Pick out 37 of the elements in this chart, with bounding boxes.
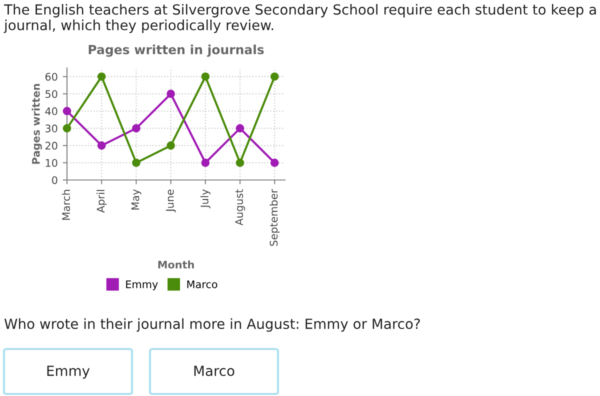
text: Who wrote in their journal more in August: Emmy or Marco? bbox=[4, 318, 420, 332]
point bbox=[270, 72, 279, 81]
y-tick-label: 10 bbox=[46, 158, 58, 167]
point bbox=[201, 72, 210, 81]
chart-title: Pages written in journals bbox=[88, 44, 264, 57]
y-tick-label: 40 bbox=[45, 107, 58, 116]
point bbox=[62, 106, 72, 116]
x-axis-title: Month bbox=[158, 260, 194, 269]
y-axis-title: Pages written bbox=[32, 84, 42, 164]
x-tick-label: April bbox=[96, 190, 107, 213]
point bbox=[236, 158, 244, 167]
y-tick-label: 20 bbox=[45, 142, 58, 150]
x-tick-label: March bbox=[62, 190, 70, 220]
legend-label: Emmy bbox=[126, 280, 158, 290]
point bbox=[166, 141, 175, 150]
point bbox=[132, 158, 140, 167]
x-tick-label: May bbox=[131, 189, 142, 210]
y-tick-label: 0 bbox=[52, 176, 58, 184]
y-tick-label: 30 bbox=[46, 124, 58, 132]
point bbox=[236, 124, 244, 132]
y-tick-label: 50 bbox=[46, 90, 58, 98]
point bbox=[97, 72, 106, 81]
x-tick-label: June bbox=[166, 190, 176, 212]
x-tick-label: September bbox=[270, 189, 280, 246]
legend-label: Marco bbox=[187, 280, 218, 288]
text: Emmy bbox=[47, 366, 90, 379]
point bbox=[270, 158, 279, 167]
y-tick-label: 60 bbox=[45, 72, 58, 81]
point bbox=[132, 124, 140, 132]
x-tick-label: July bbox=[200, 189, 210, 208]
text: Marco bbox=[194, 366, 234, 376]
point bbox=[97, 141, 106, 150]
x-tick-label: August bbox=[235, 189, 246, 226]
point bbox=[62, 124, 72, 132]
text: The English teachers at Silvergrove Secondary School require each student to keep a journal, which they periodically review. bbox=[4, 4, 596, 33]
point bbox=[166, 90, 175, 98]
point bbox=[201, 158, 210, 167]
